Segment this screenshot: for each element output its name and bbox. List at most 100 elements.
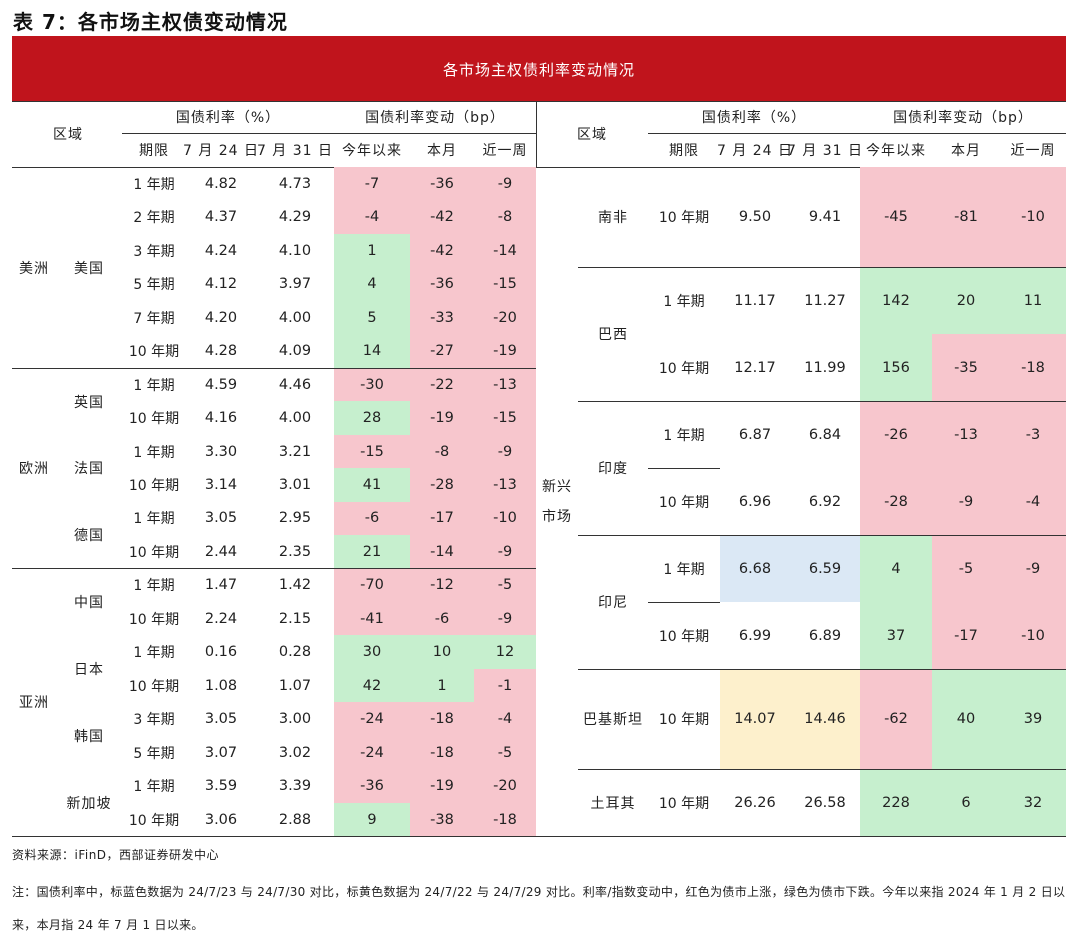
left-cell-mtd: -8 — [410, 434, 474, 469]
right-cell-mtd: -81 — [932, 167, 1000, 267]
left-cell-wk: -9 — [474, 434, 536, 469]
left-cell-term: 10 年期 — [128, 411, 180, 428]
left-cell-term: 1 年期 — [133, 645, 175, 662]
header-mid-line-left — [122, 133, 536, 134]
country-uk: 英国 — [74, 394, 104, 411]
left-cell-d2: 3.21 — [278, 443, 312, 460]
region-emerging-line2: 市场 — [542, 508, 572, 525]
right-cell-d1: 9.50 — [738, 209, 772, 225]
left-cell-ytd: -30 — [334, 367, 410, 402]
right-cell-d1: 6.68 — [720, 535, 790, 602]
right-cell-d1: 11.17 — [734, 292, 776, 309]
right-cell-d2: 6.89 — [808, 627, 842, 644]
country-fr: 法国 — [74, 461, 104, 477]
region-emerging: 新兴 市场 — [536, 167, 578, 836]
country-br: 巴西 — [598, 327, 628, 343]
country-tr: 土耳其 — [590, 795, 636, 812]
left-cell-ytd: 42 — [334, 668, 410, 703]
left-cell-wk: -9 — [474, 601, 536, 636]
right-cell-d2: 9.41 — [808, 209, 842, 225]
left-cell-wk: -19 — [474, 334, 536, 369]
left-header-d2: 7 月 31 日 — [256, 143, 334, 159]
left-cell-wk: -5 — [474, 568, 536, 603]
right-header-term: 期限 — [669, 143, 699, 159]
right-cell-ytd: -62 — [860, 669, 932, 769]
left-cell-wk: -9 — [474, 534, 536, 569]
country-de: 德国 — [74, 527, 104, 544]
right-header-d2: 7 月 31 日 — [786, 143, 864, 159]
left-cell-mtd: -42 — [410, 233, 474, 268]
left-cell-d2: 0.28 — [278, 644, 312, 661]
left-cell-ytd: 30 — [334, 635, 410, 670]
right-cell-term: 10 年期 — [658, 494, 710, 511]
right-cell-d2: 11.27 — [804, 292, 846, 309]
right-cell-wk: -10 — [1000, 167, 1066, 267]
right-cell-mtd: 40 — [932, 669, 1000, 769]
country-pk: 巴基斯坦 — [583, 712, 643, 728]
left-cell-d1: 4.16 — [204, 410, 238, 427]
right-cell-ytd: -28 — [860, 468, 932, 535]
right-cell-ytd: 228 — [860, 769, 932, 836]
left-cell-wk: -18 — [474, 802, 536, 837]
country-kr: 韩国 — [74, 728, 104, 745]
left-cell-wk: -4 — [474, 702, 536, 737]
left-cell-wk: 12 — [474, 635, 536, 670]
left-cell-mtd: -38 — [410, 802, 474, 837]
left-cell-term: 1 年期 — [133, 444, 175, 461]
left-cell-ytd: 5 — [334, 300, 410, 335]
left-cell-d2: 4.29 — [278, 209, 312, 226]
left-cell-d2: 4.00 — [278, 410, 312, 427]
right-sep-id-inner — [648, 602, 720, 603]
right-cell-wk: -9 — [1000, 535, 1066, 602]
right-cell-ytd: -26 — [860, 401, 932, 468]
left-cell-term: 1 年期 — [133, 511, 175, 528]
country-sg: 新加坡 — [66, 795, 112, 812]
left-cell-term: 1 年期 — [133, 176, 175, 193]
left-cell-ytd: -41 — [334, 601, 410, 636]
left-cell-mtd: -36 — [410, 167, 474, 201]
left-cell-d2: 4.10 — [278, 242, 312, 259]
right-cell-ytd: -45 — [860, 167, 932, 267]
left-cell-wk: -13 — [474, 468, 536, 502]
left-cell-d1: 3.59 — [204, 778, 238, 795]
left-cell-d2: 3.97 — [278, 276, 312, 293]
right-sep-pk — [578, 769, 1066, 770]
left-header-term: 期限 — [139, 143, 169, 159]
left-cell-term: 10 年期 — [128, 544, 180, 561]
left-cell-term: 5 年期 — [133, 745, 175, 762]
left-cell-mtd: 1 — [410, 668, 474, 703]
left-header-ytd: 今年以来 — [342, 143, 402, 159]
right-cell-term: 1 年期 — [663, 293, 705, 310]
left-cell-d1: 4.24 — [204, 242, 238, 259]
right-cell-d2: 6.59 — [790, 535, 860, 602]
right-cell-d2: 14.46 — [790, 669, 860, 769]
left-cell-mtd: -36 — [410, 267, 474, 302]
left-cell-ytd: 41 — [334, 468, 410, 502]
left-cell-mtd: -19 — [410, 401, 474, 436]
left-cell-mtd: -22 — [410, 367, 474, 402]
right-cell-mtd: -5 — [932, 535, 1000, 602]
left-cell-d1: 3.06 — [204, 811, 238, 828]
right-sep-br — [578, 401, 1066, 402]
left-cell-wk: -15 — [474, 401, 536, 436]
left-cell-d1: 4.12 — [204, 276, 238, 293]
right-cell-ytd: 37 — [860, 602, 932, 669]
left-header-yield-group: 国债利率（%） — [175, 110, 281, 126]
left-cell-d1: 3.14 — [204, 477, 238, 494]
left-cell-d2: 4.46 — [278, 376, 312, 393]
right-cell-mtd: -17 — [932, 602, 1000, 669]
country-jp: 日本 — [74, 661, 104, 678]
right-cell-wk: 39 — [1000, 669, 1066, 769]
left-cell-d2: 1.07 — [278, 677, 312, 694]
right-cell-mtd: 20 — [932, 267, 1000, 334]
left-cell-wk: -8 — [474, 200, 536, 235]
left-cell-mtd: -27 — [410, 334, 474, 369]
right-cell-d1: 26.26 — [734, 794, 776, 811]
right-cell-d1: 6.99 — [738, 627, 772, 644]
left-cell-mtd: -19 — [410, 769, 474, 804]
left-cell-d1: 3.30 — [204, 443, 238, 460]
left-cell-wk: -15 — [474, 267, 536, 302]
header-mid-line-right — [648, 133, 1066, 134]
country-za: 南非 — [598, 210, 628, 226]
left-cell-ytd: -36 — [334, 769, 410, 804]
